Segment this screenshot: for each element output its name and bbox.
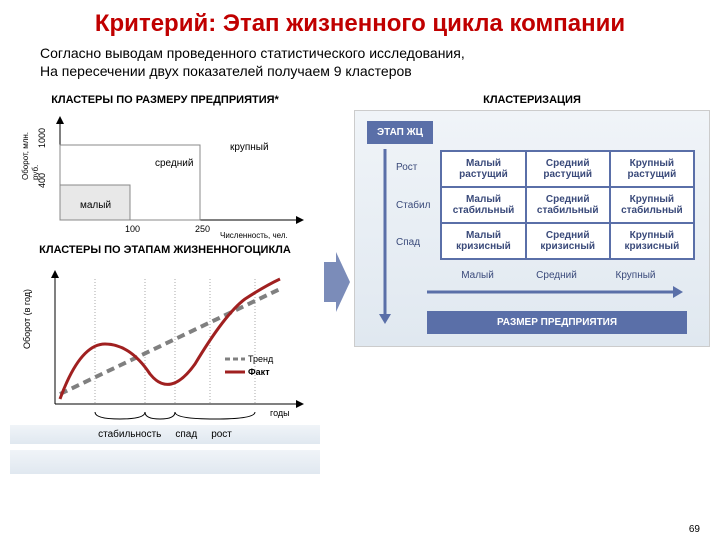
left-footer-bar — [10, 450, 320, 474]
size-box-medium: средний — [155, 158, 193, 169]
matrix-cell-2-0: Малый кризисный — [441, 223, 525, 259]
size-chart-title: КЛАСТЕРЫ ПО РАЗМЕРУ ПРЕДПРИЯТИЯ* — [10, 94, 320, 106]
size-box-small: малый — [80, 200, 111, 211]
page-number: 69 — [689, 524, 700, 535]
size-y-axis: Оборот, млн. — [21, 132, 30, 180]
arrow-connector — [324, 90, 350, 474]
size-xtick-100: 100 — [125, 224, 140, 234]
size-cluster-chart: малый средний крупный 100 250 400 1000 О… — [10, 110, 320, 240]
phase-labels: стабильность спад рост — [10, 425, 320, 444]
matrix-y-axis-tab: ЭТАП ЖЦ — [367, 121, 433, 144]
subtitle-line-2: На пересечении двух показателей получаем… — [40, 63, 412, 79]
subtitle-line-1: Согласно выводам проведенного статистиче… — [40, 45, 465, 61]
matrix-col-label-2: Крупный — [597, 264, 674, 282]
matrix-row-label-0: Рост — [395, 150, 438, 185]
lifecycle-x-axis: годы — [270, 408, 290, 418]
matrix-cell-0-0: Малый растущий — [441, 151, 525, 187]
lifecycle-chart: Тренд Факт Оборот (в год) годы стабильно… — [10, 264, 320, 444]
size-box-large: крупный — [230, 142, 269, 153]
legend-trend: Тренд — [248, 354, 274, 364]
matrix-cell-0-1: Средний растущий — [526, 151, 610, 187]
matrix-x-axis-tab: РАЗМЕР ПРЕДПРИЯТИЯ — [427, 311, 687, 334]
matrix-row-label-1: Стабил — [395, 188, 438, 223]
matrix-row-label-2: Спад — [395, 225, 438, 260]
phase-growth: рост — [207, 429, 236, 440]
matrix-grid: Малый растущий Средний растущий Крупный … — [440, 150, 695, 260]
size-xtick-250: 250 — [195, 224, 210, 234]
clustering-title: КЛАСТЕРИЗАЦИЯ — [354, 94, 710, 106]
slide-title: Критерий: Этап жизненного цикла компании — [20, 10, 700, 39]
matrix-cell-1-1: Средний стабильный — [526, 187, 610, 223]
matrix-cell-0-2: Крупный растущий — [610, 151, 694, 187]
size-y-axis-2: руб. — [31, 165, 40, 180]
matrix-col-label-1: Средний — [518, 264, 595, 282]
matrix-cell-2-1: Средний кризисный — [526, 223, 610, 259]
lifecycle-chart-title: КЛАСТЕРЫ ПО ЭТАПАМ ЖИЗНЕННОГОЦИКЛА — [10, 244, 320, 256]
slide-subtitle: Согласно выводам проведенного статистиче… — [40, 44, 680, 80]
size-ytick-1000: 1000 — [37, 128, 47, 148]
matrix-cell-2-2: Крупный кризисный — [610, 223, 694, 259]
matrix-col-label-0: Малый — [439, 264, 516, 282]
clustering-matrix: ЭТАП ЖЦ Рост Малый растущий — [354, 110, 710, 347]
legend-fact: Факт — [248, 367, 270, 377]
phase-decline: спад — [171, 429, 201, 440]
size-x-axis: Численность, чел. — [220, 231, 288, 240]
matrix-cell-1-2: Крупный стабильный — [610, 187, 694, 223]
lifecycle-y-axis: Оборот (в год) — [22, 289, 32, 349]
phase-stability: стабильность — [94, 429, 165, 440]
matrix-cell-1-0: Малый стабильный — [441, 187, 525, 223]
